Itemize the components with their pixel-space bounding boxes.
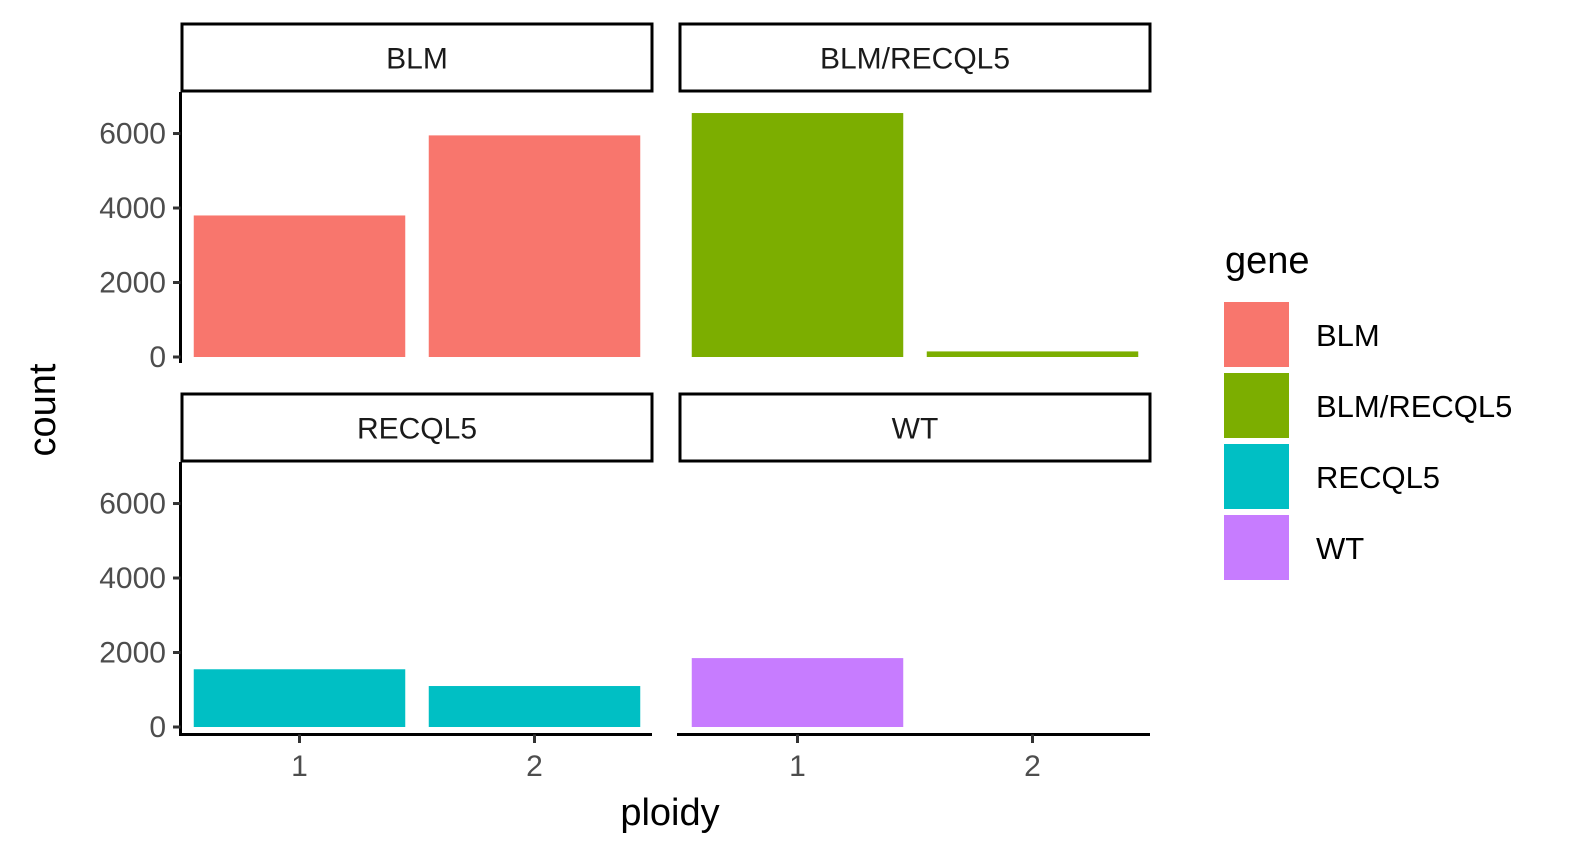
strip-wt: [678, 392, 1152, 463]
legend: gene BLM BLM/RECQL5 RECQL5 WT: [1224, 240, 1512, 580]
legend-label-wt: WT: [1316, 531, 1364, 566]
strip-recql5: [180, 392, 654, 463]
bar-recql5-1: [193, 669, 406, 727]
y-tick-label-blm-2000: 2000: [99, 267, 166, 300]
legend-label-blm-recql5: BLM/RECQL5: [1316, 389, 1512, 424]
bar-recql5-2: [428, 686, 641, 727]
strip-label-blm: BLM: [386, 43, 448, 76]
bar-wt-1: [691, 658, 904, 727]
facet-recql5: RECQL5 0 2000 4000 6000 1 2: [99, 392, 654, 783]
strip-label-wt: WT: [892, 413, 939, 446]
x-tick-label-recql5-1: 1: [291, 750, 308, 783]
strip-label-recql5: RECQL5: [357, 413, 477, 446]
legend-title: gene: [1225, 240, 1310, 282]
y-tick-label-blm-0: 0: [149, 341, 166, 374]
facet-wt: WT 1 2: [677, 392, 1152, 783]
legend-key-wt: [1224, 515, 1289, 580]
facet-blm: BLM 0 2000 4000 6000: [99, 22, 654, 374]
bar-blm-recql5-1: [691, 113, 904, 358]
strip-blm-recql5: [678, 22, 1152, 93]
strip-label-blm-recql5: BLM/RECQL5: [820, 43, 1010, 76]
y-tick-label-blm-4000: 4000: [99, 192, 166, 225]
y-tick-label-recql5-4000: 4000: [99, 562, 166, 595]
x-axis-title: ploidy: [620, 792, 719, 834]
y-axis-title: count: [22, 363, 64, 456]
bar-blm-recql5-2: [926, 351, 1139, 357]
facet-panels: BLM 0 2000 4000 6000 BLM/RECQL5 RECQL5 0 2000 400…: [99, 22, 1152, 783]
legend-label-blm: BLM: [1316, 318, 1380, 353]
legend-key-recql5: [1224, 444, 1289, 509]
strip-blm: [180, 22, 654, 93]
x-tick-label-recql5-2: 2: [526, 750, 543, 783]
legend-key-blm-recql5: [1224, 373, 1289, 438]
x-tick-label-wt-2: 2: [1024, 750, 1041, 783]
y-tick-label-recql5-0: 0: [149, 711, 166, 744]
legend-label-recql5: RECQL5: [1316, 460, 1440, 495]
bar-blm-1: [193, 215, 406, 357]
y-tick-label-recql5-6000: 6000: [99, 488, 166, 521]
facet-blm-recql5: BLM/RECQL5: [678, 22, 1152, 358]
y-tick-label-recql5-2000: 2000: [99, 637, 166, 670]
y-tick-label-blm-6000: 6000: [99, 118, 166, 151]
legend-key-blm: [1224, 302, 1289, 367]
x-tick-label-wt-1: 1: [789, 750, 806, 783]
bar-blm-2: [428, 135, 641, 357]
